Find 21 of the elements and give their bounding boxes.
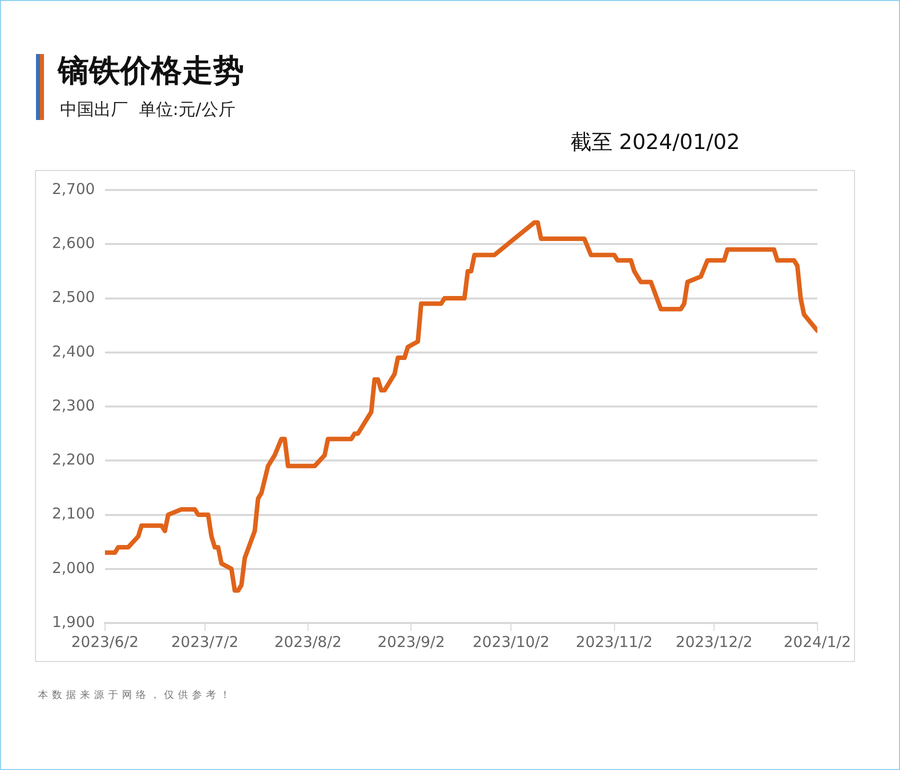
y-tick-label: 2,600 bbox=[52, 234, 95, 252]
chart-subtitle: 中国出厂 单位:元/公斤 bbox=[60, 99, 236, 121]
y-tick-label: 2,500 bbox=[52, 288, 95, 306]
x-tick-label: 2023/6/2 bbox=[71, 632, 139, 651]
text: 本数据来源于网络，仅供参考！ bbox=[38, 688, 234, 702]
y-tick-label: 2,000 bbox=[52, 558, 95, 577]
y-tick-label: 2,700 bbox=[52, 180, 95, 198]
y-tick-label: 2,200 bbox=[52, 450, 95, 469]
y-tick-label: 2,100 bbox=[52, 504, 95, 523]
x-tick-label: 2023/9/2 bbox=[378, 632, 445, 651]
y-tick-label: 2,300 bbox=[52, 396, 95, 414]
chart-title: 镝铁价格走势 bbox=[58, 52, 244, 91]
x-tick-label: 2024/1/2 bbox=[784, 632, 852, 651]
x-tick-label: 2023/11/2 bbox=[576, 632, 653, 651]
x-tick-label: 2023/10/2 bbox=[472, 632, 550, 651]
y-tick-label: 1,900 bbox=[52, 612, 95, 631]
x-tick-label: 2023/12/2 bbox=[676, 632, 753, 651]
y-tick-label: 2,400 bbox=[52, 342, 95, 360]
text: 截至 2024/01/02 bbox=[570, 129, 740, 156]
x-tick-label: 2023/7/2 bbox=[171, 632, 238, 651]
x-tick-label: 2023/8/2 bbox=[274, 632, 342, 651]
